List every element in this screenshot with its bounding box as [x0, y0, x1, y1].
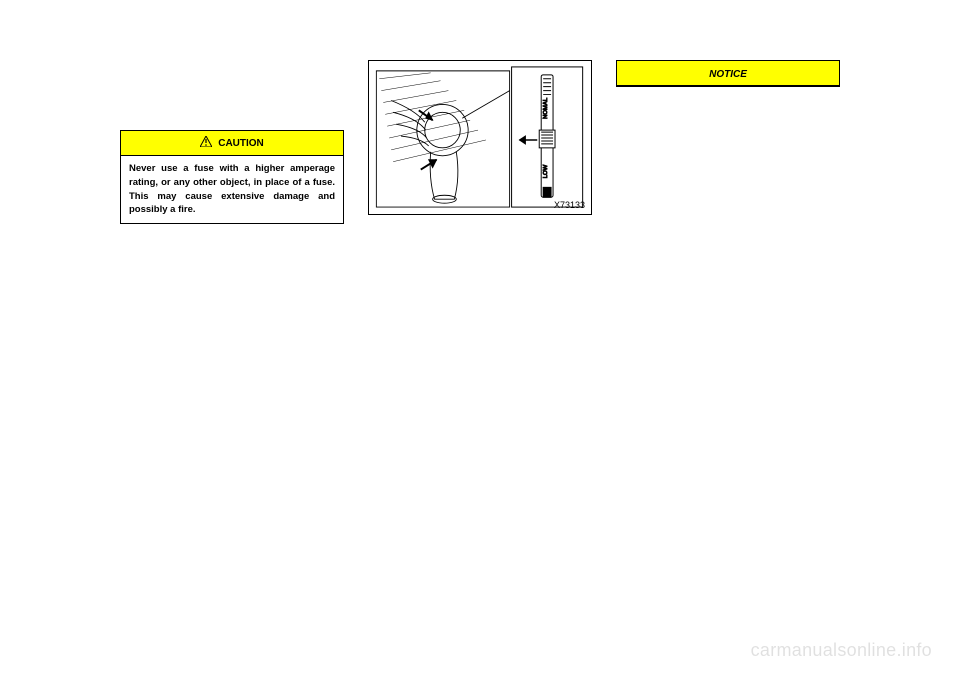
notice-header: NOTICE — [617, 61, 839, 86]
column-layout: CAUTION Never use a fuse with a higher a… — [40, 60, 920, 224]
fuse-illustration: NOMAL LOW — [368, 60, 592, 215]
notice-title: NOTICE — [709, 69, 747, 80]
column-3: NOTICE — [616, 60, 840, 224]
warning-icon — [200, 134, 212, 152]
watermark-text: carmanualsonline.info — [751, 640, 932, 661]
manual-page: CAUTION Never use a fuse with a higher a… — [0, 0, 960, 679]
caution-title: CAUTION — [218, 138, 264, 149]
caution-body-text: Never use a fuse with a higher amperage … — [121, 156, 343, 223]
illustration-svg: NOMAL LOW — [369, 61, 591, 214]
svg-text:LOW: LOW — [543, 164, 549, 178]
figure-label: X73133 — [554, 200, 585, 210]
column-2: NOMAL LOW — [368, 60, 592, 224]
notice-box: NOTICE — [616, 60, 840, 87]
caution-box: CAUTION Never use a fuse with a higher a… — [120, 130, 344, 224]
caution-header: CAUTION — [121, 131, 343, 156]
column-1: CAUTION Never use a fuse with a higher a… — [120, 60, 344, 224]
svg-text:NOMAL: NOMAL — [543, 97, 549, 119]
